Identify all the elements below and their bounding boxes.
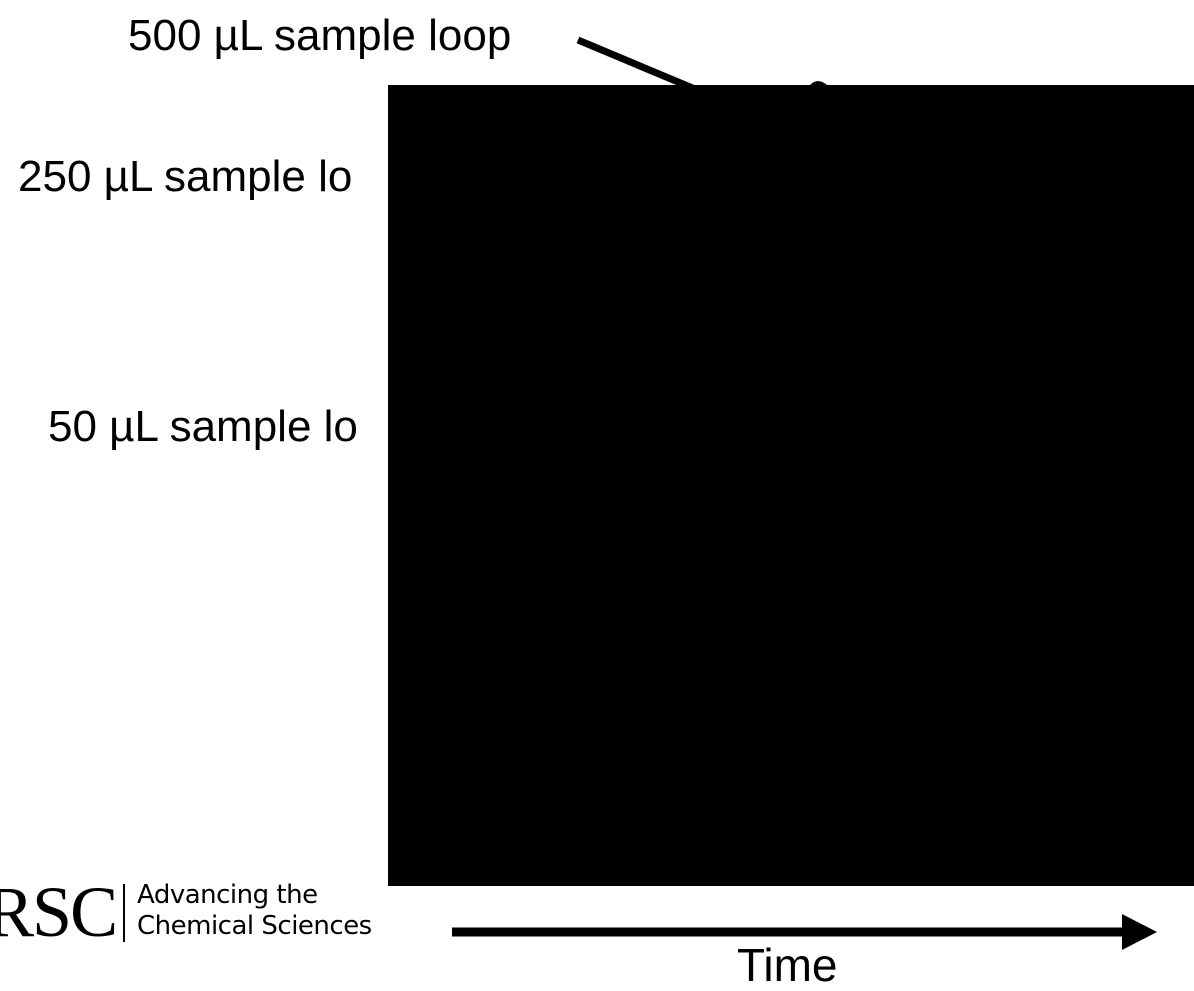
- rsc-tagline-line2: Chemical Sciences: [137, 911, 372, 941]
- rsc-tagline-line1: Advancing the: [137, 880, 318, 910]
- redacted-plot-region: [388, 85, 1194, 886]
- label-250-ul-sample-loop: 250 µL sample lo: [18, 152, 353, 201]
- leader-line-500: [576, 36, 704, 96]
- time-arrow-head: [1122, 914, 1157, 950]
- rsc-logo-divider: [123, 884, 125, 942]
- label-500-ul-sample-loop: 500 µL sample loop: [128, 11, 512, 60]
- time-axis-label: Time: [737, 939, 838, 991]
- label-50-ul-sample-loop: 50 µL sample lo: [48, 402, 358, 451]
- rsc-logo-tagline: Advancing the Chemical Sciences: [137, 880, 372, 942]
- rsc-logo: RSC Advancing the Chemical Sciences: [0, 872, 390, 952]
- rsc-logo-mark: RSC: [0, 872, 118, 952]
